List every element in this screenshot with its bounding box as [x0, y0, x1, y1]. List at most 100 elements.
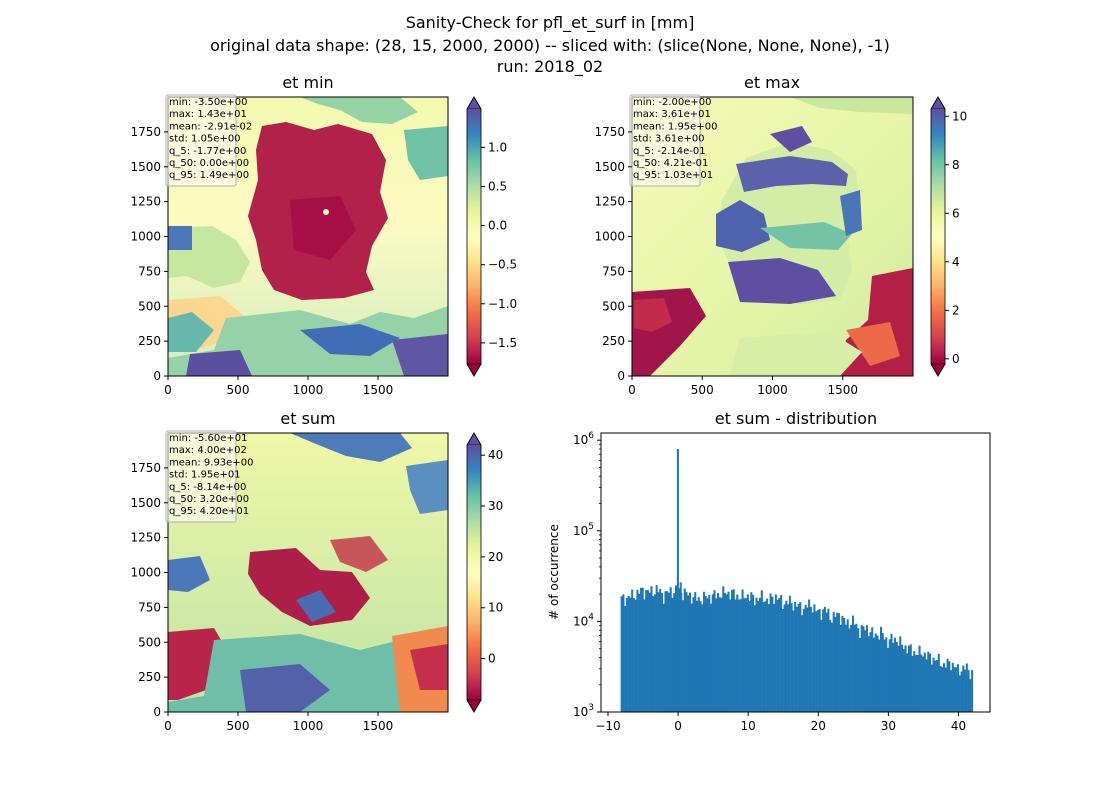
colorbar-tick-label: 0.5	[488, 179, 507, 193]
histogram-bar	[646, 590, 649, 712]
histogram-bar	[962, 665, 965, 712]
histogram-bar	[799, 602, 802, 712]
colorbar-tick-label: 0	[952, 352, 960, 366]
x-tick-label: 1000	[293, 719, 324, 733]
histogram-bar	[832, 611, 835, 712]
histogram-bar	[690, 603, 693, 712]
y-tick-label: 1250	[594, 195, 625, 209]
histogram-bar	[941, 667, 944, 712]
y-axis-et-sum: 0 250 500 750 1000 1250 1500 1750	[130, 461, 168, 719]
histogram-bar	[748, 601, 751, 712]
histogram-bar	[792, 610, 795, 712]
colorbar-tick-label: 0	[488, 652, 496, 666]
x-tick-label: −10	[595, 719, 620, 733]
histogram-bar	[790, 603, 793, 712]
histogram-bar	[829, 620, 832, 712]
x-tick-label: 500	[691, 383, 714, 397]
x-tick-label: 0	[628, 383, 636, 397]
histogram-bar	[860, 625, 863, 712]
histogram-bar	[957, 664, 960, 712]
colorbar-outline	[466, 432, 482, 713]
histogram-bar	[659, 588, 662, 712]
histogram-bar	[825, 612, 828, 712]
histogram-bar	[660, 592, 663, 712]
histogram-bar	[806, 607, 809, 712]
stats-box-background	[165, 430, 237, 523]
histogram-bar	[879, 626, 883, 712]
stats-line: q_5: -8.14e+00	[169, 482, 246, 493]
histogram-bar	[752, 594, 755, 712]
colorbar-gradient	[467, 445, 481, 700]
histogram-bar	[827, 608, 830, 712]
histogram-bar	[822, 609, 825, 712]
histogram-bar	[922, 656, 925, 712]
colorbar-extend-min	[466, 363, 482, 377]
histogram-bar	[927, 651, 930, 712]
histogram-bar	[813, 604, 816, 712]
histogram-bar	[715, 598, 718, 712]
histogram-bar	[764, 601, 767, 712]
histogram-bar	[755, 597, 758, 712]
stats-line: max: 4.00e+02	[169, 445, 247, 456]
histogram-bar	[913, 651, 916, 712]
x-axis-et-min: 0 500 1000 1500	[164, 376, 393, 397]
histogram-bar	[685, 592, 688, 712]
y-tick-label: 1000	[594, 230, 625, 244]
y-tick-label: 500	[138, 635, 161, 649]
histogram-bar	[937, 653, 940, 712]
y-tick-label: 1500	[130, 496, 161, 510]
stats-line: min: -3.50e+00	[169, 97, 248, 108]
histogram-y-label: # of occurrence	[547, 524, 561, 620]
stats-line: std: 3.61e+00	[633, 134, 705, 145]
histogram-bar	[795, 606, 798, 712]
histogram-bar	[916, 655, 919, 712]
colorbar-tick-label: 8	[952, 158, 960, 172]
histogram-bar	[965, 663, 968, 712]
histogram-bar	[857, 628, 860, 712]
histogram-spike-bar	[676, 448, 679, 712]
histogram-bar	[964, 669, 967, 712]
histogram-bar	[625, 597, 628, 712]
histogram-bar	[876, 635, 879, 712]
y-tick-label: 0	[153, 369, 161, 383]
histogram-bar	[797, 603, 800, 712]
x-tick-label: 0	[164, 383, 172, 397]
histogram-bar	[666, 591, 669, 712]
x-tick-label: 10	[741, 719, 756, 733]
x-tick-label: 0	[674, 719, 682, 733]
figure-title-line-1: Sanity-Check for pfl_et_surf in [mm]	[405, 13, 695, 32]
histogram-bar	[757, 601, 760, 712]
histogram-bar	[895, 641, 898, 712]
histogram-bar	[785, 600, 788, 712]
histogram-bar	[774, 594, 777, 712]
stats-line: min: -5.60e+01	[169, 433, 248, 444]
histogram-bar	[881, 633, 884, 712]
histogram-bar	[878, 639, 881, 712]
histogram-bar	[708, 594, 711, 712]
stats-line: q_95: 1.03e+01	[633, 170, 713, 181]
histogram-bar	[893, 637, 897, 712]
histogram-bar	[864, 630, 867, 712]
histogram-bar	[671, 597, 674, 712]
x-axis-et-max: 0 500 1000 1500	[628, 376, 858, 397]
histogram-bar	[920, 654, 923, 712]
histogram-bar	[688, 592, 692, 712]
y-tick-label: 0	[617, 369, 625, 383]
panel-title-et-max: et max	[744, 73, 800, 92]
histogram-bar	[907, 645, 911, 712]
histogram-bar	[823, 606, 826, 712]
histogram-bar	[846, 619, 849, 712]
histogram-bar	[638, 593, 641, 712]
x-tick-label: 1500	[827, 383, 858, 397]
histogram-bar	[724, 592, 727, 712]
colorbar-tick-label: 30	[488, 499, 503, 513]
colorbar-tick-label: −0.5	[488, 258, 517, 272]
x-tick-label: 1500	[363, 383, 394, 397]
histogram-bar	[739, 599, 742, 712]
colorbar-tick-label: 0.0	[488, 219, 507, 233]
stats-line: q_5: -2.14e-01	[633, 146, 706, 157]
